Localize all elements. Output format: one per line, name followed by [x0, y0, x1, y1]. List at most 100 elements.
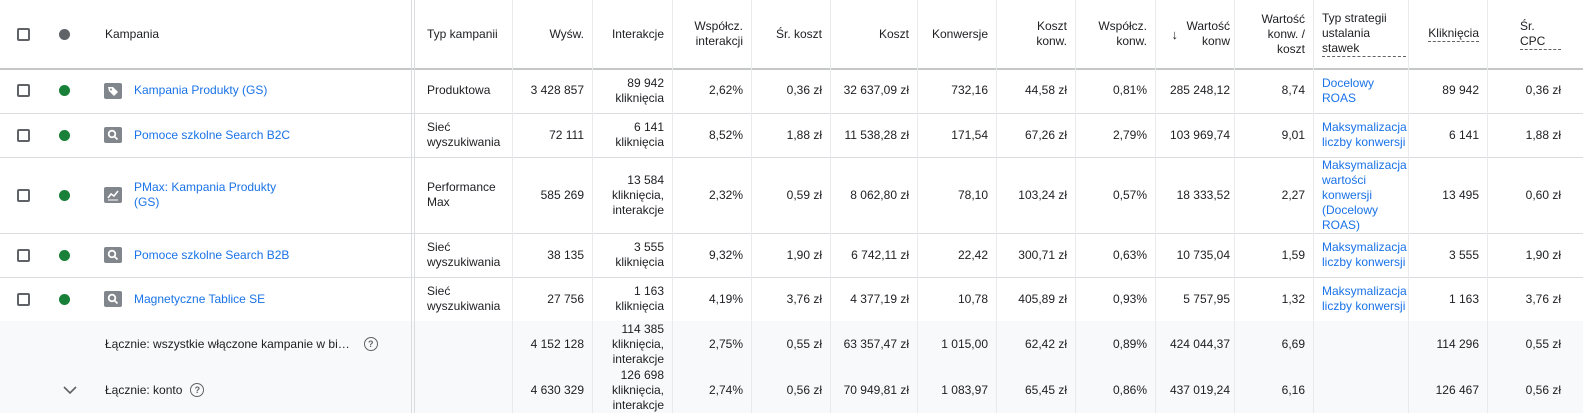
cell-avg-cost: 3,76 zł [752, 277, 831, 321]
totals-row-enabled: Łącznie: wszystkie włączone kampanie w b… [0, 321, 1583, 368]
status-enabled-icon[interactable] [46, 68, 82, 113]
bid-strategy-value[interactable]: Maksymalizacja wartości konwersji (Docel… [1322, 157, 1407, 232]
header-conversion-rate[interactable]: Współcz. konw. [1076, 0, 1156, 68]
cell-bid-strategy[interactable]: Maksymalizacja liczby konwersji [1314, 233, 1409, 277]
interaction-rate-value: 2,62% [708, 83, 743, 97]
avg-cpc-value: 0,36 zł [1525, 83, 1561, 97]
avg-cost-value: 1,88 zł [786, 127, 822, 142]
total-cost-per-conversion: 62,42 zł [997, 321, 1076, 367]
table-row[interactable]: Kampania Produkty (GS) Produktowa 3 428 85… [0, 68, 1583, 114]
cell-cost-per-conversion: 405,89 zł [997, 277, 1076, 321]
campaign-type-value: Performance Max [427, 180, 496, 209]
campaign-name-link[interactable]: Pomoce szkolne Search B2C [134, 127, 291, 142]
conversion-rate-value: 0,63% [1112, 247, 1147, 262]
header-clicks-label: Kliknięcia [1428, 26, 1479, 42]
cell-avg-cost: 1,90 zł [752, 233, 831, 277]
cell-value-per-cost: 1,59 [1235, 233, 1314, 277]
campaign-type-value: Produktowa [427, 83, 491, 97]
select-all-checkbox[interactable] [0, 0, 46, 68]
help-icon[interactable]: ? [363, 337, 378, 351]
row-checkbox[interactable] [0, 113, 46, 157]
impressions-value: 3 428 857 [530, 83, 584, 97]
bid-strategy-value[interactable]: Maksymalizacja liczby konwersji [1322, 120, 1407, 149]
cell-avg-cpc: 0,60 zł [1488, 157, 1583, 233]
help-icon[interactable]: ? [190, 383, 205, 397]
cell-campaign-type: Sieć wyszukiwania [415, 113, 513, 157]
row-checkbox[interactable] [0, 157, 46, 233]
header-avg-cpc[interactable]: Śr. CPC [1488, 0, 1583, 68]
status-enabled-icon[interactable] [46, 113, 82, 157]
cell-bid-strategy[interactable]: Maksymalizacja wartości konwersji (Docel… [1314, 157, 1409, 233]
cost-value: 11 538,28 zł [844, 127, 910, 142]
cell-bid-strategy[interactable]: Maksymalizacja liczby konwersji [1314, 277, 1409, 321]
bid-strategy-value[interactable]: Docelowy ROAS [1322, 75, 1375, 105]
cost-per-conversion-value: 103,24 zł [1018, 187, 1067, 202]
header-clicks[interactable]: Kliknięcia [1409, 0, 1488, 68]
clicks-value: 13 495 [1442, 187, 1479, 202]
avg-cpc-value: 1,88 zł [1525, 127, 1561, 142]
cell-value-per-cost: 8,74 [1235, 68, 1314, 113]
header-value-per-cost[interactable]: Wartość konw. / koszt [1235, 0, 1314, 68]
total-interaction-rate: 2,74% [673, 367, 752, 413]
conversion-rate-value: 0,81% [1112, 83, 1147, 97]
expand-toggle[interactable] [50, 367, 90, 413]
cell-bid-strategy[interactable]: Maksymalizacja liczby konwersji [1314, 113, 1409, 157]
cell-clicks: 89 942 [1409, 68, 1488, 113]
bid-strategy-value[interactable]: Maksymalizacja liczby konwersji [1322, 284, 1407, 313]
total-clicks: 126 467 [1409, 367, 1488, 413]
header-conversion-value[interactable]: ↓ Wartość konw [1156, 0, 1235, 68]
header-campaign-type[interactable]: Typ kampanii [415, 0, 513, 68]
header-impressions[interactable]: Wyśw. [513, 0, 593, 68]
header-conversion-rate-label: Współcz. konw. [1098, 19, 1147, 48]
bid-strategy-value[interactable]: Maksymalizacja liczby konwersji [1322, 240, 1407, 269]
header-campaign-label: Kampania [105, 26, 160, 41]
interaction-rate-value: 2,32% [708, 187, 743, 202]
cell-cost-per-conversion: 103,24 zł [997, 157, 1076, 233]
header-bid-strategy-type[interactable]: Typ strategii ustalania stawek [1314, 0, 1409, 68]
cell-cost: 6 742,11 zł [831, 233, 918, 277]
cell-avg-cpc: 3,76 zł [1488, 277, 1583, 321]
table-row[interactable]: Pomoce szkolne Search B2B Sieć wyszukiwan… [0, 233, 1583, 278]
search-icon [104, 247, 122, 263]
status-enabled-icon[interactable] [46, 157, 82, 233]
row-checkbox[interactable] [0, 233, 46, 277]
table-row[interactable]: Pomoce szkolne Search B2C Sieć wyszukiwan… [0, 113, 1583, 158]
search-icon [104, 291, 122, 307]
campaign-name-cell: Pomoce szkolne Search B2B [82, 233, 415, 277]
header-value-per-cost-label: Wartość konw. / koszt [1261, 11, 1305, 56]
row-checkbox[interactable] [0, 277, 46, 321]
header-cost[interactable]: Koszt [831, 0, 918, 68]
totals-label: Łącznie: konto [105, 382, 183, 397]
header-interactions[interactable]: Interakcje [593, 0, 673, 68]
cell-campaign-type: Produktowa [415, 68, 513, 113]
table-row[interactable]: PMax: Kampania Produkty (GS) Performance … [0, 157, 1583, 234]
table-row[interactable]: Magnetyczne Tablice SE Sieć wyszukiwania 2… [0, 277, 1583, 322]
cell-impressions: 27 756 [513, 277, 593, 321]
impressions-value: 27 756 [547, 291, 584, 306]
cell-avg-cpc: 1,88 zł [1488, 113, 1583, 157]
header-conversions-label: Konwersje [931, 26, 988, 41]
header-avg-cost[interactable]: Śr. koszt [752, 0, 831, 68]
campaign-name-link[interactable]: PMax: Kampania Produkty (GS) [134, 180, 277, 209]
row-checkbox[interactable] [0, 68, 46, 113]
cell-avg-cost: 1,88 zł [752, 113, 831, 157]
status-enabled-icon[interactable] [46, 277, 82, 321]
campaign-name-link[interactable]: Pomoce szkolne Search B2B [134, 247, 290, 262]
status-column-header[interactable] [46, 0, 82, 68]
header-cost-label: Koszt [878, 26, 909, 41]
status-enabled-icon[interactable] [46, 233, 82, 277]
cell-bid-strategy[interactable]: Docelowy ROAS [1314, 68, 1409, 113]
cell-conversion-value: 5 757,95 [1156, 277, 1235, 321]
header-conversions[interactable]: Konwersje [918, 0, 997, 68]
header-campaign[interactable]: Kampania [82, 0, 415, 68]
header-cost-per-conversion[interactable]: Koszt konw. [997, 0, 1076, 68]
campaign-name-link[interactable]: Kampania Produkty (GS) [134, 83, 268, 97]
chevron-down-icon [63, 386, 77, 395]
cell-avg-cpc: 0,36 zł [1488, 68, 1583, 113]
total-conversion-value: 424 044,37 [1156, 321, 1235, 367]
cell-cost-per-conversion: 44,58 zł [997, 68, 1076, 113]
campaign-name-cell: Pomoce szkolne Search B2C [82, 113, 415, 157]
search-icon [104, 127, 122, 143]
campaign-name-link[interactable]: Magnetyczne Tablice SE [134, 291, 266, 306]
header-interaction-rate[interactable]: Współcz. interakcji [673, 0, 752, 68]
